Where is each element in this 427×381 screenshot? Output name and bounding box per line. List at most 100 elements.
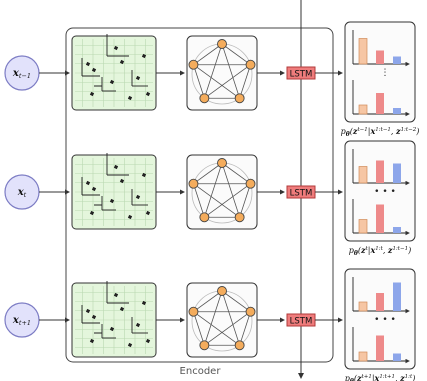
formula-close: ) — [411, 374, 415, 381]
grid-marker — [91, 186, 97, 192]
graph-edge — [203, 162, 223, 218]
grid-marker — [135, 75, 141, 81]
graph-edge — [203, 43, 223, 99]
grid-marker — [89, 338, 95, 344]
grid-marker — [91, 67, 97, 73]
grid-marker — [141, 300, 147, 306]
formula-bar: | — [368, 246, 371, 255]
bar — [358, 219, 368, 234]
bar — [393, 163, 401, 183]
graph-edge — [193, 311, 240, 346]
formula-xsup: 1:t — [375, 246, 383, 252]
output-formula: pθ(zt|x1:t, z1:t−1) — [349, 245, 412, 257]
formula-open: ( — [358, 246, 362, 255]
bar — [358, 104, 368, 115]
graph-edge — [221, 162, 241, 218]
grid-marker — [145, 91, 151, 97]
formula-comma: , — [383, 246, 388, 255]
formula-x: x — [369, 245, 375, 255]
formula-comma: , — [395, 374, 400, 381]
grid-marker — [109, 79, 115, 85]
graph-node — [188, 306, 199, 317]
graph-edge — [204, 183, 251, 218]
formula-z2sup: 1:t — [405, 374, 413, 380]
bar — [376, 50, 384, 64]
graph-edge — [193, 162, 223, 185]
graph-edge — [193, 183, 205, 218]
bar — [358, 351, 368, 362]
graph-node — [245, 59, 256, 70]
graph-node — [217, 286, 227, 296]
graph-node — [199, 340, 210, 351]
graph-edge — [239, 311, 251, 346]
grid-marker — [141, 53, 147, 59]
formula-z: z — [360, 245, 366, 255]
formula-z2sup: 1:t−1 — [392, 246, 408, 252]
graph-edge — [193, 64, 240, 99]
grid-marker — [89, 210, 95, 216]
output-ellipsis: • • • — [374, 187, 396, 197]
bar — [376, 204, 384, 233]
formula-theta: θ — [354, 250, 358, 257]
formula-z2: z — [399, 373, 405, 381]
graph-edge — [203, 290, 223, 346]
graph-node — [217, 39, 227, 49]
formula-z: z — [356, 373, 362, 381]
bar — [393, 227, 401, 233]
graph-edge — [221, 43, 241, 99]
formula-x: x — [374, 373, 380, 381]
output-formula: pθ(zt−1|x1:t−1, z1:t−2) — [341, 126, 420, 138]
formula-x: x — [369, 126, 375, 136]
graph-edge — [221, 290, 251, 313]
input-base: x — [12, 315, 20, 326]
bar — [358, 38, 368, 65]
formula-z2: z — [395, 126, 401, 136]
output-formula: pθ(zt+1|x1:t+1, z1:t) — [345, 373, 416, 381]
bar — [376, 160, 384, 183]
formula-zsup: t+1 — [362, 374, 372, 380]
bar — [376, 335, 384, 361]
grid-marker — [127, 342, 133, 348]
grid-marker — [135, 322, 141, 328]
grid-marker — [85, 308, 91, 314]
input-label: xt−1 — [12, 68, 31, 80]
formula-z2sup: 1:t−2 — [401, 127, 417, 133]
encoder-label: Encoder — [180, 366, 222, 377]
input-sub: t−1 — [19, 72, 31, 80]
grid-marker — [127, 214, 133, 220]
formula-theta: θ — [346, 131, 350, 138]
grid-marker — [91, 314, 97, 320]
row-1: xt LSTM • • •pθ(zt|x1:t, z1:t−1) — [4, 140, 416, 257]
formula-z2: z — [387, 245, 393, 255]
graph-edge — [193, 64, 205, 99]
graph-node — [188, 178, 199, 189]
graph-edge — [221, 162, 251, 185]
input-sub: t+1 — [19, 319, 31, 327]
graph-edge — [239, 183, 251, 218]
formula-theta: θ — [350, 378, 354, 381]
formula-p: p — [345, 374, 350, 381]
bar — [393, 108, 401, 114]
bar — [393, 282, 401, 311]
grid-marker — [127, 95, 133, 101]
grid-marker — [113, 45, 119, 51]
grid-marker — [119, 178, 125, 184]
bar — [376, 293, 384, 311]
output-ellipsis: ⋮ — [381, 68, 390, 78]
input-base: x — [17, 187, 25, 198]
bar — [358, 166, 368, 184]
grid-marker — [109, 198, 115, 204]
formula-bar: | — [368, 127, 371, 136]
graph-node — [245, 306, 256, 317]
graph-node — [234, 340, 245, 351]
graph-edge — [193, 290, 223, 313]
grid-marker — [119, 306, 125, 312]
lstm-label: LSTM — [290, 317, 313, 327]
formula-p: p — [349, 246, 354, 255]
grid-marker — [85, 180, 91, 186]
encoder-box — [65, 27, 334, 363]
input-base: x — [12, 68, 20, 79]
grid-marker — [113, 164, 119, 170]
grid-marker — [109, 326, 115, 332]
